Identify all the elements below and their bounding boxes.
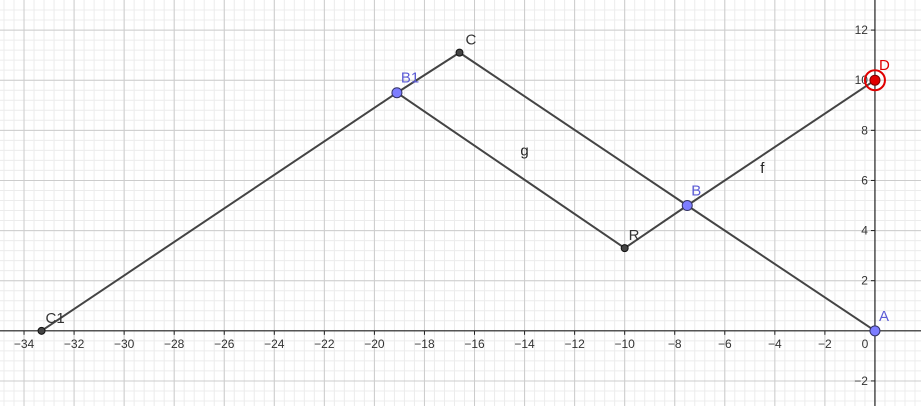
- segment-labels: gf: [520, 142, 765, 177]
- y-tick-label: 4: [861, 224, 868, 238]
- x-tick-label: −10: [614, 337, 635, 351]
- x-tick-label: −14: [514, 337, 535, 351]
- y-tick-label: 2: [861, 274, 868, 288]
- point-label-C: C: [465, 32, 476, 49]
- segment-label-f: f: [760, 160, 765, 177]
- x-tick-label: −12: [564, 337, 585, 351]
- segment-C1-B1[interactable]: [40, 91, 398, 332]
- x-tick-label: −8: [668, 337, 682, 351]
- segment-label-g: g: [520, 142, 528, 159]
- point-A[interactable]: [869, 325, 881, 337]
- segment-C-B[interactable]: [458, 51, 689, 207]
- y-tick-label: 12: [855, 23, 869, 37]
- point-C1[interactable]: [37, 326, 46, 335]
- x-tick-label: −32: [64, 337, 85, 351]
- x-tick-label: −6: [718, 337, 732, 351]
- x-tick-label: −4: [768, 337, 782, 351]
- point-B[interactable]: [681, 200, 693, 212]
- x-tick-label: −28: [164, 337, 185, 351]
- point-labels: C1 B1 C R B A D: [46, 32, 890, 327]
- segment-B1-R[interactable]: [395, 91, 626, 250]
- segments[interactable]: [40, 51, 876, 332]
- x-tick-label: −16: [464, 337, 485, 351]
- point-label-B1: B1: [401, 70, 419, 87]
- x-tick-label: −20: [364, 337, 385, 351]
- x-tick-label: −2: [818, 337, 832, 351]
- segment-B-A[interactable]: [686, 204, 876, 332]
- x-tick-label: −24: [264, 337, 285, 351]
- segment-B1-C[interactable]: [395, 51, 461, 94]
- points[interactable]: [37, 48, 886, 337]
- point-label-C1: C1: [46, 310, 65, 327]
- x-tick-label: −30: [114, 337, 135, 351]
- point-D-highlight-ring: [863, 69, 886, 92]
- segment-B-D[interactable]: [686, 79, 876, 207]
- y-tick-label: 6: [861, 173, 868, 187]
- point-label-B: B: [691, 183, 701, 200]
- point-label-A: A: [879, 308, 889, 325]
- segment-R-B[interactable]: [623, 204, 689, 250]
- point-B1[interactable]: [391, 87, 403, 99]
- point-label-R: R: [629, 227, 640, 244]
- x-tick-label: 0: [862, 337, 869, 351]
- tick-labels: −34 −32 −30 −28 −26 −24 −22 −20 −18 −16 −14 −12 −10−…: [14, 23, 869, 388]
- x-tick-label: −18: [414, 337, 435, 351]
- x-tick-label: −22: [314, 337, 335, 351]
- point-D[interactable]: [869, 74, 881, 86]
- point-C[interactable]: [455, 48, 464, 57]
- y-tick-label: 8: [861, 123, 868, 137]
- x-tick-label: −26: [214, 337, 235, 351]
- point-label-D: D: [879, 57, 890, 74]
- point-R[interactable]: [620, 244, 629, 253]
- y-tick-label: −2: [854, 374, 868, 388]
- x-tick-label: −34: [14, 337, 35, 351]
